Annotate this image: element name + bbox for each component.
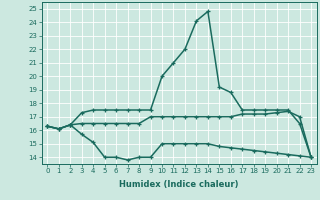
X-axis label: Humidex (Indice chaleur): Humidex (Indice chaleur)	[119, 180, 239, 189]
